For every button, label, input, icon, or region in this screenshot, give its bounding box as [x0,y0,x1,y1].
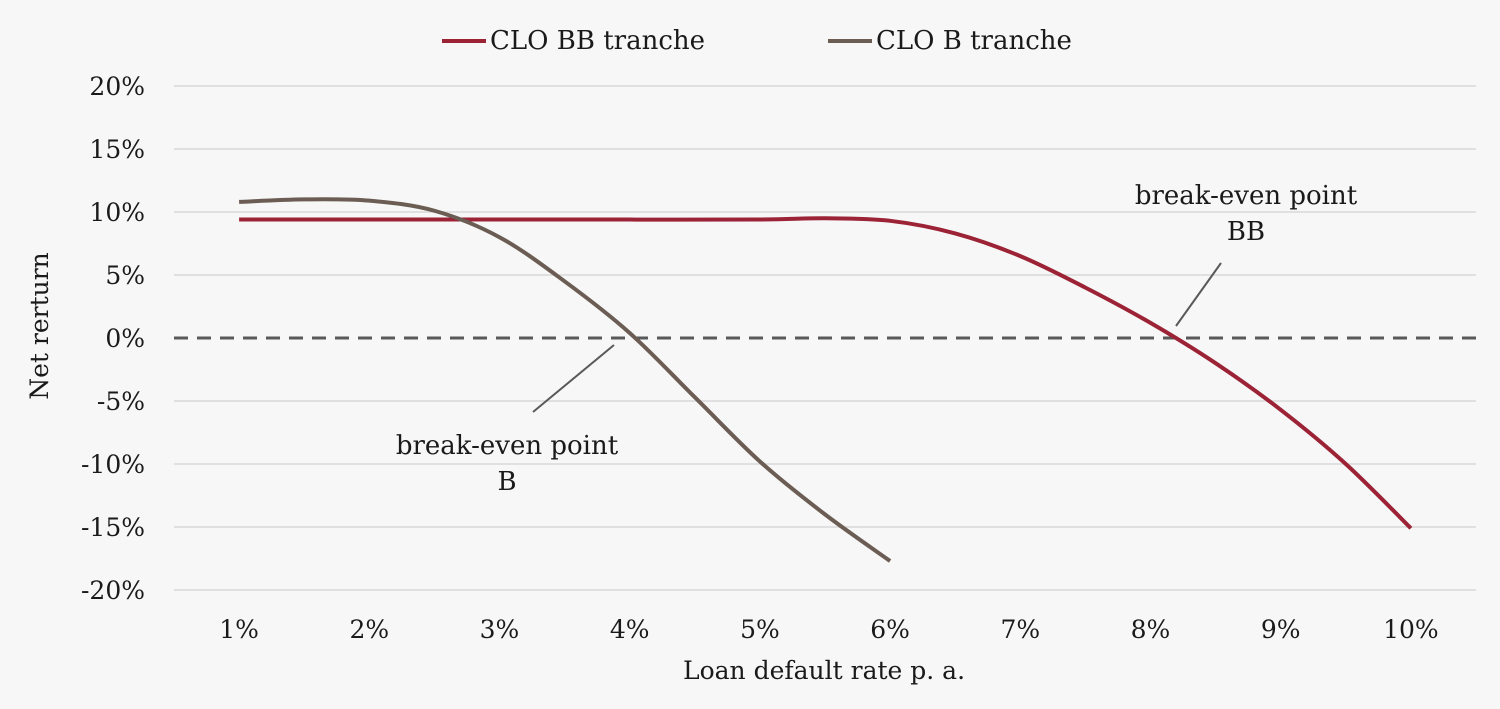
legend-label-bb: CLO BB tranche [490,26,705,56]
legend-label-b: CLO B tranche [876,26,1072,56]
y-tick-label: 10% [89,198,145,227]
y-tick-label: 20% [89,72,145,101]
y-tick-label: 0% [105,324,145,353]
legend: CLO BB tranche CLO B tranche [442,26,1072,56]
annotation-b-line-1: break-even point [396,431,619,461]
annotation-bb-line-2: BB [1227,217,1265,247]
y-tick-label: -15% [81,513,145,542]
annotation-b: break-even point B [396,344,619,497]
x-tick-label: 6% [870,615,910,644]
x-axis-title: Loan default rate p. a. [683,656,965,685]
y-tick-label: -20% [81,576,145,605]
series-lines [239,197,1413,563]
annotation-bb: break-even point BB [1135,181,1358,327]
y-axis-ticks: 20% 15% 10% 5% 0% -5% -10% -15% -20% [81,72,145,605]
x-tick-label: 1% [219,615,259,644]
y-tick-label: 5% [105,261,145,290]
y-tick-label: -5% [97,387,145,416]
series-line-clo-bb [239,216,1413,530]
x-axis-ticks: 1% 2% 3% 4% 5% 6% 7% 8% 9% 10% [219,615,1438,644]
x-tick-label: 10% [1383,615,1439,644]
annotation-b-leader [532,344,615,413]
x-tick-label: 2% [349,615,389,644]
x-tick-label: 4% [610,615,650,644]
y-tick-label: 15% [89,135,145,164]
y-tick-label: -10% [81,450,145,479]
y-axis-title: Net rerturn [25,252,54,400]
gridlines [174,85,1476,591]
x-tick-label: 7% [1000,615,1040,644]
x-tick-label: 3% [480,615,520,644]
annotation-bb-line-1: break-even point [1135,181,1358,211]
x-tick-label: 5% [740,615,780,644]
x-tick-label: 9% [1261,615,1301,644]
annotation-b-line-2: B [497,467,516,497]
series-line-clo-b [239,197,892,563]
annotation-bb-leader [1175,262,1222,327]
x-tick-label: 8% [1131,615,1171,644]
